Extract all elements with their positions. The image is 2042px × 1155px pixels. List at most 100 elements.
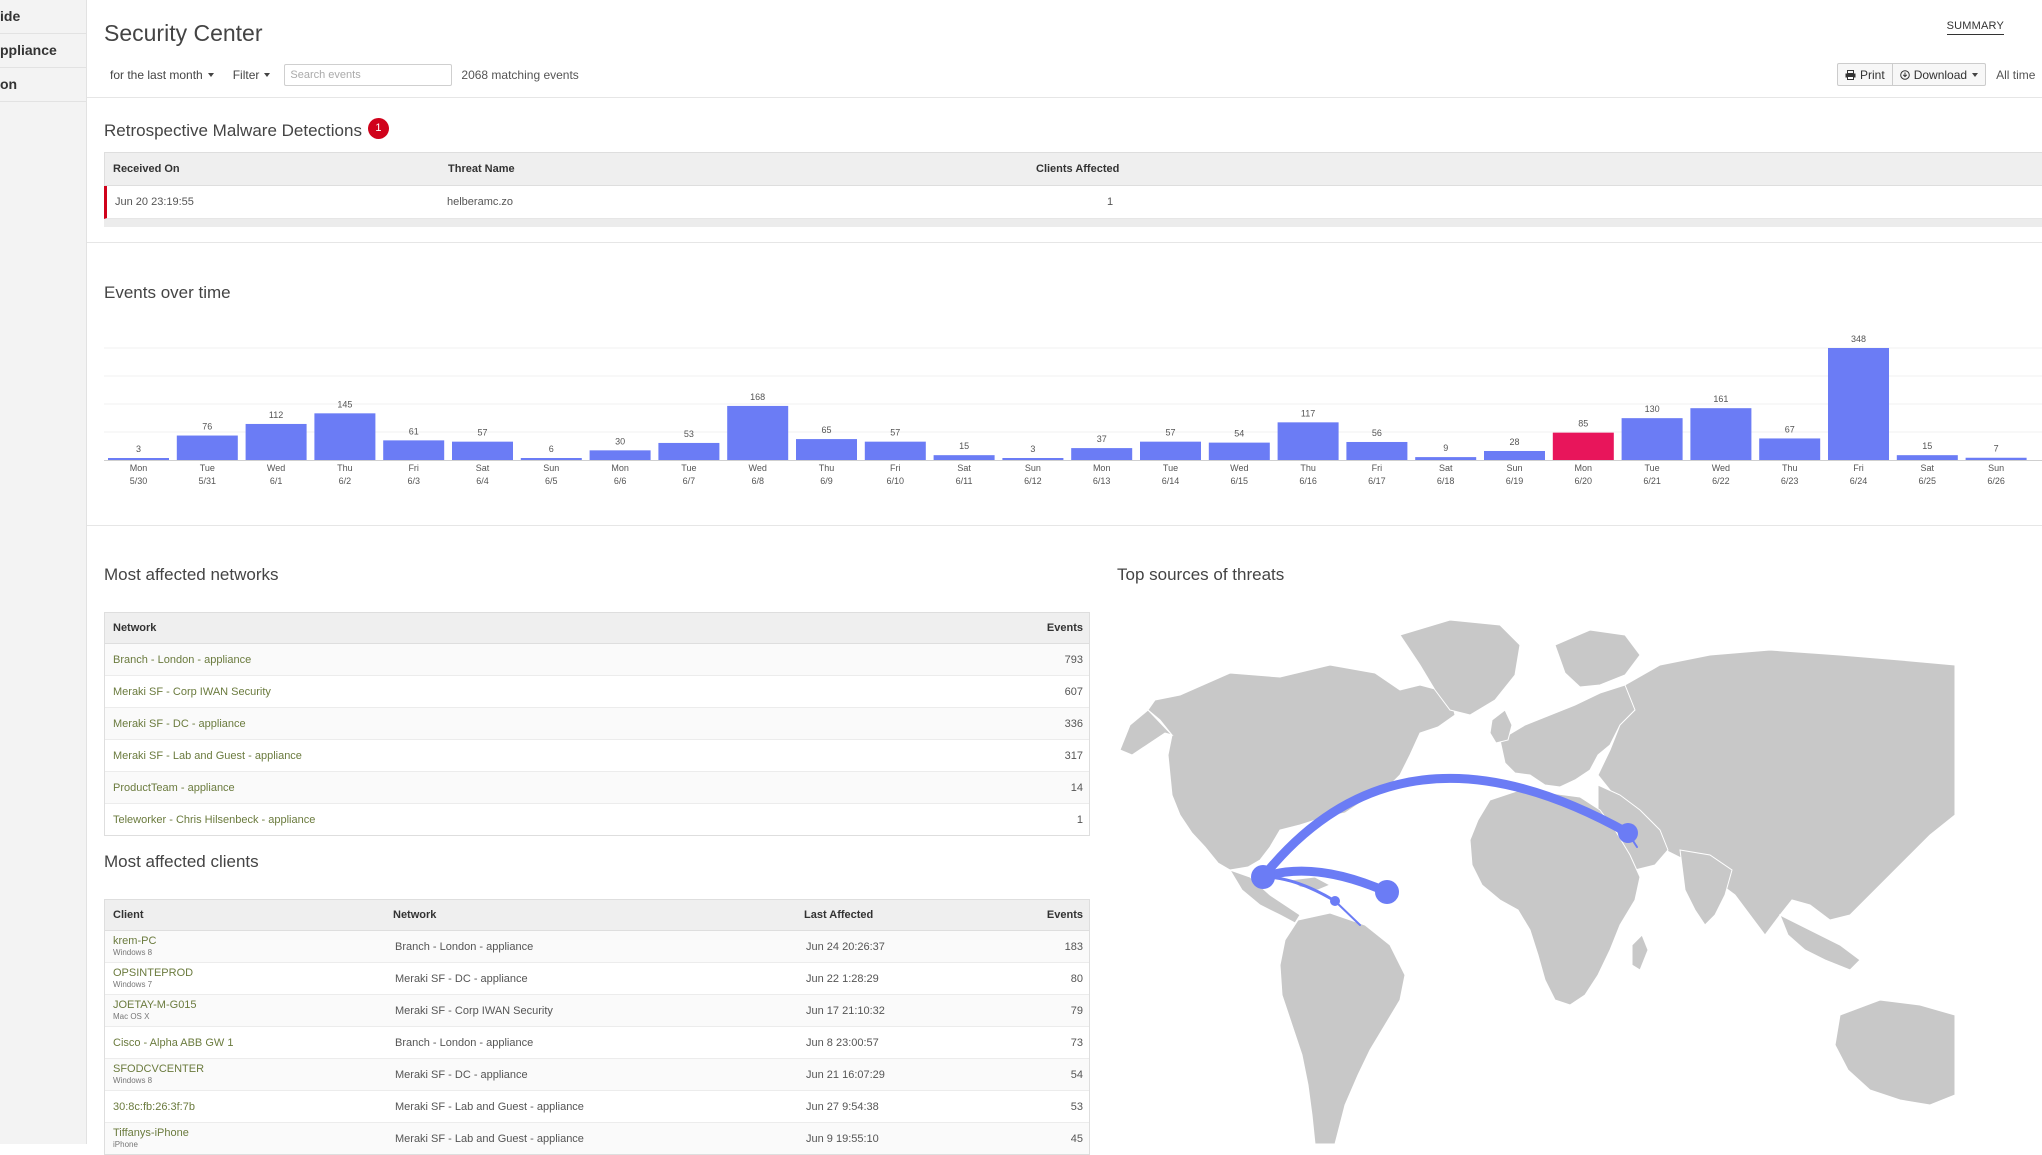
- chart-bar[interactable]: [1002, 458, 1064, 460]
- col-client[interactable]: Client: [113, 909, 144, 921]
- x-tick-day: Mon: [1575, 463, 1593, 473]
- client-link[interactable]: krem-PC: [113, 934, 157, 947]
- chart-bar[interactable]: [1690, 408, 1752, 460]
- bar-value-label: 67: [1785, 424, 1795, 434]
- chart-bar[interactable]: [245, 423, 307, 460]
- download-icon: [1899, 69, 1910, 80]
- client-link[interactable]: SFODCVCENTER: [113, 1062, 205, 1075]
- chart-bar[interactable]: [314, 413, 376, 460]
- chart-bar[interactable]: [383, 440, 445, 460]
- client-link[interactable]: 30:8c:fb:26:3f:7b: [113, 1100, 195, 1113]
- network-link[interactable]: Teleworker - Chris Hilsenbeck - applianc…: [113, 813, 316, 826]
- chart-bar[interactable]: [658, 442, 720, 460]
- chart-bar[interactable]: [1759, 438, 1821, 460]
- chart-bar[interactable]: [1621, 418, 1683, 460]
- client-events: 80: [1070, 972, 1083, 985]
- clients-section-title: Most affected clients: [104, 852, 259, 871]
- x-tick-date: 5/31: [199, 476, 217, 486]
- networks-table-body: Branch - London - appliance 793 Meraki SF …: [105, 644, 1089, 835]
- chart-bar[interactable]: [1965, 457, 2027, 460]
- table-row[interactable]: Meraki SF - Corp IWAN Security 607: [105, 676, 1089, 708]
- col-network[interactable]: Network: [393, 909, 437, 921]
- x-tick-date: 5/30: [130, 476, 148, 486]
- sidebar-item-security[interactable]: on: [0, 68, 86, 102]
- chart-bar[interactable]: [1277, 422, 1339, 460]
- chart-bar[interactable]: [1415, 457, 1477, 460]
- all-time-link[interactable]: All time: [1996, 67, 2036, 82]
- col-clients-affected[interactable]: Clients Affected: [1036, 163, 1120, 175]
- chart-bar[interactable]: [1828, 348, 1889, 460]
- col-events[interactable]: Events: [1046, 622, 1083, 634]
- network-link[interactable]: ProductTeam - appliance: [113, 781, 235, 794]
- bar-value-label: 9: [1443, 443, 1448, 453]
- chart-bar[interactable]: [1346, 441, 1408, 460]
- chart-bar[interactable]: [864, 441, 926, 460]
- table-row[interactable]: ProductTeam - appliance 14: [105, 772, 1089, 804]
- chart-bar[interactable]: [1896, 455, 1958, 460]
- col-threat-name[interactable]: Threat Name: [448, 163, 515, 175]
- col-events[interactable]: Events: [1046, 909, 1083, 921]
- south-america-shape: [1279, 912, 1406, 1144]
- col-network[interactable]: Network: [113, 622, 157, 634]
- table-row[interactable]: SFODCVCENTER Windows 8 Meraki SF - DC - ap…: [105, 1059, 1089, 1091]
- chart-bar[interactable]: [176, 435, 238, 460]
- table-row[interactable]: Meraki SF - DC - appliance 336: [105, 708, 1089, 740]
- x-tick-day: Wed: [749, 463, 767, 473]
- table-row[interactable]: OPSINTEPROD Windows 7 Meraki SF - DC - app…: [105, 963, 1089, 995]
- chart-bar[interactable]: [452, 441, 513, 460]
- filter-dropdown[interactable]: Filter: [224, 68, 281, 82]
- client-link[interactable]: OPSINTEPROD: [113, 966, 194, 979]
- table-row[interactable]: Meraki SF - Lab and Guest - appliance 317: [105, 740, 1089, 772]
- bar-value-label: 15: [959, 441, 969, 451]
- chart-bar[interactable]: [727, 405, 789, 460]
- client-link[interactable]: JOETAY-M-G015: [113, 998, 197, 1011]
- col-last-affected[interactable]: Last Affected: [804, 909, 874, 921]
- x-tick-date: 6/24: [1850, 476, 1868, 486]
- table-row[interactable]: JOETAY-M-G015 Mac OS X Meraki SF - Corp IW…: [105, 995, 1089, 1027]
- table-row[interactable]: Branch - London - appliance 793: [105, 644, 1089, 676]
- bar-value-label: 57: [477, 428, 487, 438]
- x-tick-date: 6/11: [956, 476, 973, 486]
- timeframe-label: for the last month: [110, 68, 203, 82]
- print-button[interactable]: Print: [1837, 63, 1893, 86]
- client-last-affected: Jun 8 23:00:57: [806, 1036, 879, 1049]
- threat-map[interactable]: [1120, 615, 1955, 1144]
- table-row[interactable]: krem-PC Windows 8 Branch - London - applia…: [105, 931, 1089, 963]
- search-events-input[interactable]: [284, 64, 453, 86]
- chart-bar[interactable]: [1140, 441, 1201, 460]
- client-link[interactable]: Tiffanys-iPhone: [113, 1126, 189, 1139]
- client-last-affected: Jun 24 20:26:37: [806, 940, 885, 953]
- network-link[interactable]: Branch - London - appliance: [113, 653, 252, 666]
- chart-bar[interactable]: [1552, 432, 1614, 460]
- chart-bar[interactable]: [1208, 442, 1270, 460]
- sidebar-item-guide[interactable]: ide: [0, 0, 86, 34]
- sidebar-item-appliance[interactable]: ppliance: [0, 34, 86, 68]
- bar-value-label: 117: [1301, 408, 1315, 418]
- table-row[interactable]: Tiffanys-iPhone iPhone Meraki SF - Lab and…: [105, 1123, 1089, 1154]
- network-link[interactable]: Meraki SF - Corp IWAN Security: [113, 685, 271, 698]
- chart-bar[interactable]: [520, 458, 582, 460]
- network-link[interactable]: Meraki SF - DC - appliance: [113, 717, 246, 730]
- asia-shape: [1597, 649, 1955, 936]
- table-row[interactable]: 30:8c:fb:26:3f:7b Meraki SF - Lab and Gue…: [105, 1091, 1089, 1123]
- col-received-on[interactable]: Received On: [113, 163, 180, 175]
- clients-table-body: krem-PC Windows 8 Branch - London - applia…: [105, 931, 1089, 1154]
- client-last-affected: Jun 21 16:07:29: [806, 1068, 885, 1081]
- download-button[interactable]: Download: [1892, 63, 1987, 86]
- x-tick-date: 6/15: [1231, 476, 1249, 486]
- client-link[interactable]: Cisco - Alpha ABB GW 1: [113, 1036, 234, 1049]
- table-row[interactable]: Teleworker - Chris Hilsenbeck - applianc…: [105, 804, 1089, 835]
- chart-bar[interactable]: [796, 439, 857, 460]
- table-row[interactable]: Cisco - Alpha ABB GW 1 Branch - London - …: [105, 1027, 1089, 1059]
- timeframe-dropdown[interactable]: for the last month: [104, 68, 224, 82]
- summary-link[interactable]: SUMMARY: [1946, 20, 2004, 35]
- download-label: Download: [1913, 67, 1968, 82]
- network-link[interactable]: Meraki SF - Lab and Guest - appliance: [113, 749, 302, 762]
- chart-bar[interactable]: [1071, 448, 1133, 460]
- chart-bar[interactable]: [1484, 450, 1545, 460]
- table-row[interactable]: Jun 20 23:19:55 helberamc.zo 1: [104, 186, 2042, 219]
- chart-bar[interactable]: [589, 450, 651, 460]
- clients-table-header: Client Network Last Affected Events: [105, 900, 1089, 931]
- chart-bar[interactable]: [108, 458, 169, 460]
- chart-bar[interactable]: [933, 455, 995, 460]
